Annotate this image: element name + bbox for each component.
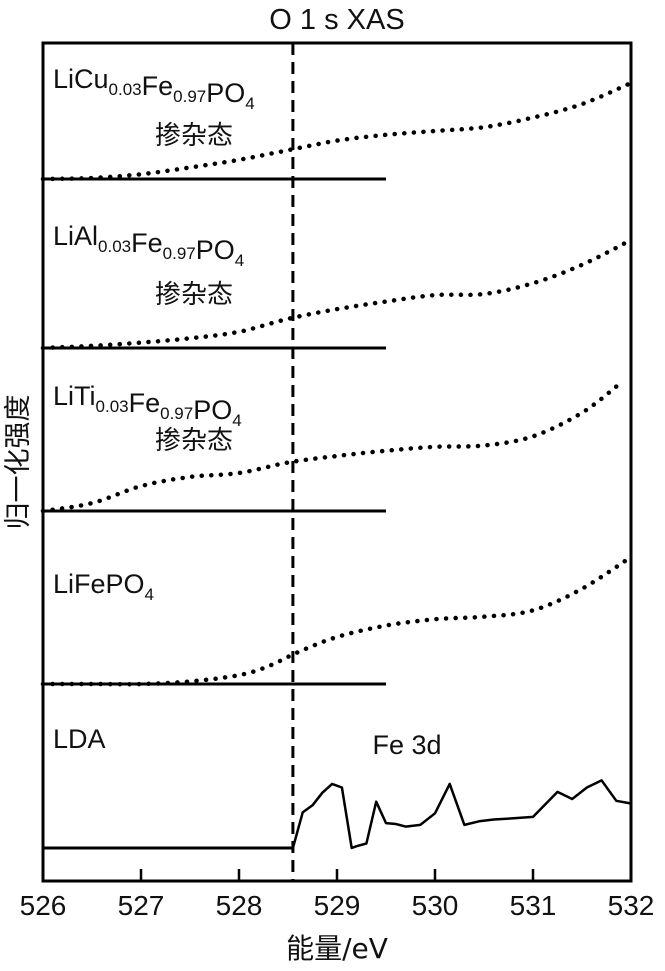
x-tick-label: 531 — [510, 890, 557, 921]
series-curve-2 — [40, 380, 624, 514]
x-tick-label: 528 — [216, 890, 263, 921]
curves-layer — [40, 80, 634, 850]
x-tick-label: 527 — [118, 890, 165, 921]
series-label-part: 4 — [245, 94, 254, 113]
series-label-part: 4 — [232, 411, 241, 430]
series-label-part: 4 — [145, 585, 154, 604]
series-label-3: LiFePO4 — [53, 569, 154, 604]
series-curve-0 — [40, 80, 634, 182]
series-label-part: 0.97 — [173, 87, 206, 106]
series-label-1: LiAl0.03Fe0.97PO4 — [53, 221, 244, 270]
dopant-state-label: 掺杂态 — [155, 121, 233, 151]
x-ticks: 526 527 528 529 530 531 532 — [20, 869, 655, 921]
y-axis-label: 归一化强度 — [3, 395, 34, 530]
series-label-part: PO — [206, 78, 245, 108]
series-label-part: 0.03 — [96, 397, 129, 416]
series-label-part: PO — [193, 395, 232, 425]
series-label-2: LiTi0.03Fe0.97PO4 — [53, 381, 242, 430]
series-label-part: LiAl — [53, 221, 98, 251]
series-labels: LiCu0.03Fe0.97PO4掺杂态LiAl0.03Fe0.97PO4掺杂态… — [53, 64, 442, 760]
series-label-part: LDA — [53, 724, 106, 754]
series-curve-4 — [291, 779, 632, 850]
fe3d-annotation: Fe 3d — [372, 730, 441, 760]
dopant-state-label: 掺杂态 — [155, 426, 233, 456]
series-label-part: LiTi — [53, 381, 96, 411]
x-tick-label: 526 — [20, 890, 67, 921]
series-label-part: Fe — [142, 71, 174, 101]
series-label-0: LiCu0.03Fe0.97PO4 — [53, 64, 255, 113]
plot-frame — [41, 41, 633, 883]
series-label-part: LiFePO — [53, 569, 145, 599]
series-label-part: Fe — [131, 228, 163, 258]
series-label-part: 0.97 — [160, 404, 193, 423]
x-tick-label: 530 — [412, 890, 459, 921]
series-label-part: LiCu — [53, 64, 109, 94]
series-label-4: LDA — [53, 724, 106, 754]
series-curve-1 — [40, 237, 634, 351]
series-label-part: 0.03 — [109, 80, 142, 99]
series-curve-3 — [40, 554, 634, 687]
series-label-part: 0.97 — [163, 244, 196, 263]
x-axis-label: 能量/eV — [286, 932, 388, 965]
x-tick-label: 529 — [314, 890, 361, 921]
dopant-state-label: 掺杂态 — [155, 280, 233, 310]
series-label-part: 0.03 — [98, 237, 131, 256]
series-label-part: PO — [196, 235, 235, 265]
x-tick-label: 532 — [608, 890, 655, 921]
series-label-part: Fe — [129, 388, 161, 418]
chart-title: O 1 s XAS — [269, 4, 404, 36]
series-label-part: 4 — [235, 251, 244, 270]
